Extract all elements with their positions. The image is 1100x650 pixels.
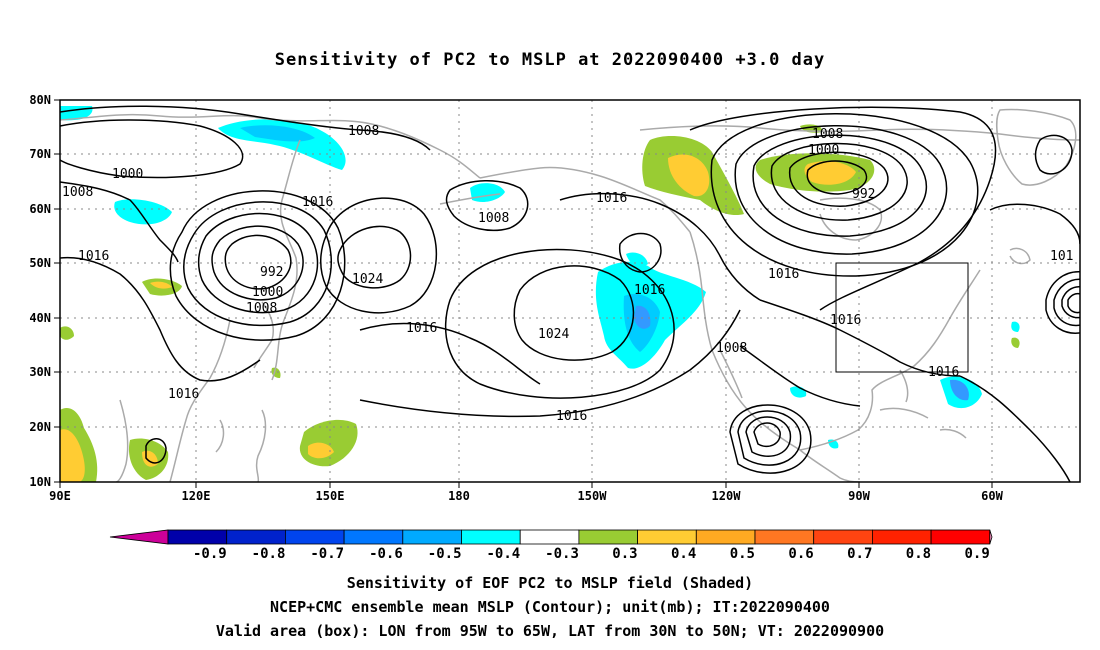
lon-label: 150E [316, 489, 345, 503]
contour-label: 1016 [168, 387, 199, 402]
lat-lon-grid [60, 100, 1080, 482]
colorbar-segment [637, 529, 697, 545]
colorbar-segment [813, 529, 873, 545]
colorbar-label: 0.3 [612, 546, 637, 562]
lat-label: 30N [29, 365, 51, 379]
shade-negative-blue-1 [240, 125, 315, 142]
colorbar-right-tip [989, 529, 993, 545]
colorbar-segment [461, 529, 521, 545]
lat-label: 10N [29, 475, 51, 489]
colorbar-label: -0.7 [310, 546, 344, 562]
contour-label: 1016 [768, 267, 799, 282]
colorbar-label: -0.5 [428, 546, 462, 562]
colorbar-segment [872, 529, 932, 545]
contour-label: 1016 [406, 321, 437, 336]
lon-label: 120E [182, 489, 211, 503]
colorbar-segment [754, 529, 815, 545]
lon-label: 90E [49, 489, 71, 503]
axis-ticks [54, 99, 993, 488]
contour-label: 1016 [634, 283, 665, 298]
shade-positive-yellow-6 [60, 429, 85, 482]
colorbar-label: 0.7 [847, 546, 872, 562]
map-frame-background [60, 100, 1080, 482]
lon-label: 90W [848, 489, 870, 503]
lon-label: 120W [712, 489, 742, 503]
footer-line-1: Sensitivity of EOF PC2 to MSLP field (Sh… [346, 574, 754, 592]
footer-line-2: NCEP+CMC ensemble mean MSLP (Contour); u… [270, 598, 830, 616]
shade-positive-green-8 [60, 326, 74, 340]
contour-label: 1008 [716, 341, 747, 356]
lat-label: 70N [29, 147, 51, 161]
colorbar-label: -0.8 [252, 546, 286, 562]
colorbar-segment [284, 529, 345, 545]
colorbar-left-tip [109, 529, 169, 545]
lat-label: 80N [29, 93, 51, 107]
lon-label: 180 [448, 489, 470, 503]
contour-label: 1024 [352, 272, 383, 287]
contour-label: 1016 [830, 313, 861, 328]
contour-label: 1008 [348, 124, 379, 139]
lat-label: 20N [29, 420, 51, 434]
longitude-labels: 90E 120E 150E 180 150W 120W 90W 60W [49, 489, 1003, 503]
contour-label: 1008 [478, 211, 509, 226]
contour-labels: 1008 1000 1008 1016 1016 992 1000 1008 1… [62, 124, 1073, 424]
contour-label: 1000 [112, 167, 143, 182]
contour-label: 1008 [246, 301, 277, 316]
colorbar-segment [578, 529, 639, 545]
lon-label: 60W [981, 489, 1003, 503]
map-title: Sensitivity of PC2 to MSLP at 2022090400… [274, 50, 826, 70]
lat-label: 60N [29, 202, 51, 216]
mslp-contours [60, 105, 1080, 482]
colorbar-segment [343, 529, 404, 545]
contour-label: 1016 [78, 249, 109, 264]
colorbar-segment [167, 529, 228, 545]
lat-label: 40N [29, 311, 51, 325]
sensitivity-shading [60, 106, 1020, 482]
colorbar-segment [695, 529, 756, 545]
colorbar-label: 0.6 [788, 546, 813, 562]
colorbar-segment [930, 529, 991, 545]
footer-line-3: Valid area (box): LON from 95W to 65W, L… [215, 622, 885, 640]
colorbar: -0.9 -0.8 -0.7 -0.6 -0.5 -0.4 -0.3 0.3 0.4 0.5 0.6… [109, 529, 993, 562]
shade-positive-yellow-2 [804, 161, 856, 185]
map-frame [59, 99, 1081, 483]
colorbar-label: 0.4 [671, 546, 696, 562]
colorbar-label: -0.4 [486, 546, 520, 562]
colorbar-segment [402, 529, 462, 545]
shade-positive-yellow-5 [308, 442, 334, 459]
colorbar-label: 0.5 [730, 546, 755, 562]
shade-negative-cyan-10 [1011, 321, 1020, 332]
latitude-labels: 10N 20N 30N 40N 50N 60N 70N 80N [29, 93, 51, 489]
contour-label: 992 [260, 265, 283, 280]
contour-label: 1000 [808, 143, 839, 158]
lon-label: 150W [578, 489, 608, 503]
contour-label: 1008 [62, 185, 93, 200]
colorbar-label: 0.9 [965, 546, 990, 562]
shade-positive-yellow-1 [668, 154, 710, 197]
contour-label: 1000 [252, 285, 283, 300]
contour-label: 992 [852, 187, 875, 202]
contour-label: 101 [1050, 249, 1073, 264]
colorbar-label: 0.8 [906, 546, 931, 562]
colorbar-segment [519, 529, 580, 545]
shade-negative-blue-7 [950, 379, 969, 401]
valid-area-box [835, 262, 969, 373]
contour-label: 1016 [596, 191, 627, 206]
shade-positive-green-10 [1011, 337, 1020, 348]
shade-positive-yellow-4 [150, 281, 172, 289]
colorbar-segment [226, 529, 286, 545]
shade-negative-deep-5 [634, 305, 651, 329]
lat-label: 50N [29, 256, 51, 270]
contour-label: 1016 [556, 409, 587, 424]
contour-label: 1016 [302, 195, 333, 210]
contour-label: 1008 [812, 127, 843, 142]
contour-label: 1024 [538, 327, 569, 342]
colorbar-label: -0.3 [545, 546, 579, 562]
shade-negative-cyan-3 [114, 199, 172, 225]
colorbar-label: -0.9 [193, 546, 227, 562]
colorbar-label: -0.6 [369, 546, 403, 562]
